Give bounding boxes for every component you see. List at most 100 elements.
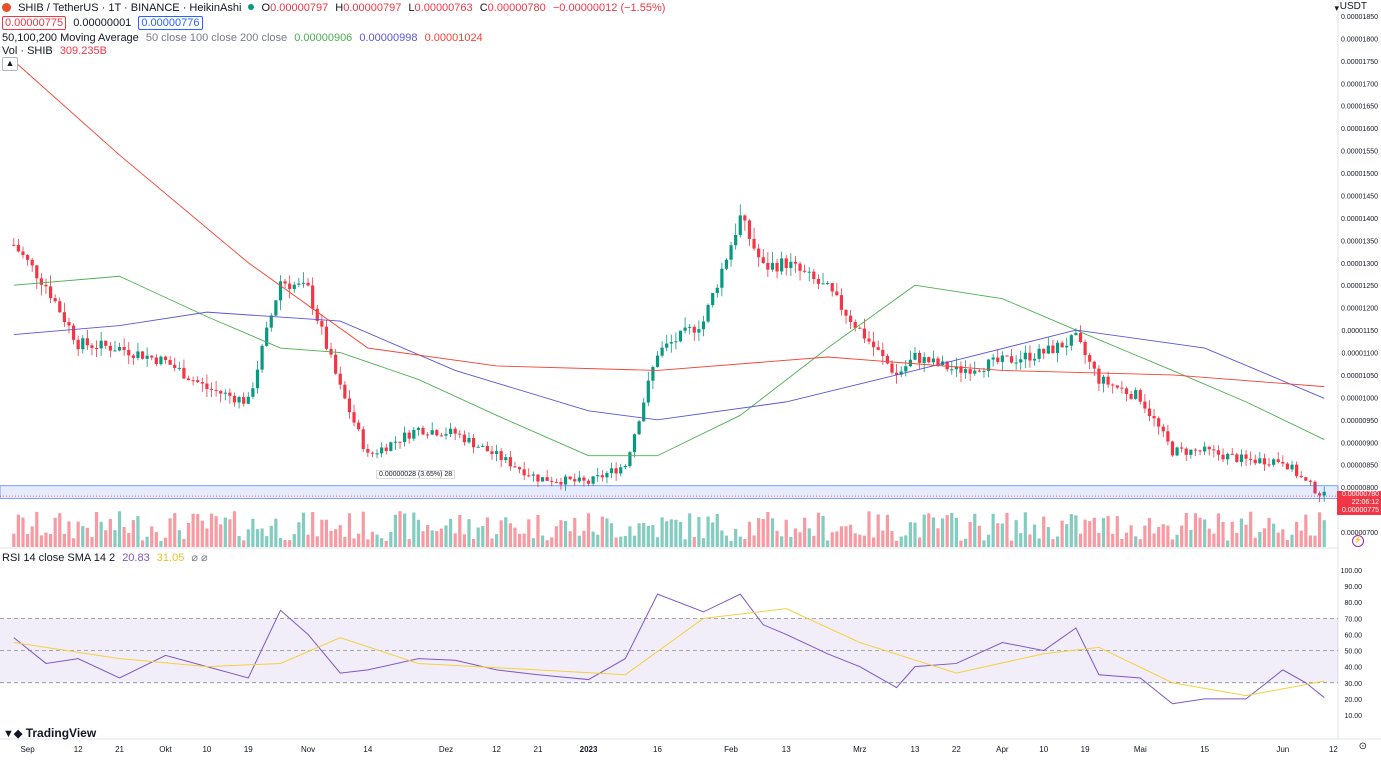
volume-bar [550,537,554,547]
candle-body [1042,348,1046,354]
time-tick-label: Mai [1134,745,1147,754]
candle-body [439,435,444,437]
time-tick-label: Dez [439,745,453,754]
volume-bar [297,522,301,547]
volume-bar [315,536,319,547]
ma200-value: 0.00001024 [424,32,483,44]
volume-bar [927,513,931,547]
candle-body [90,345,94,348]
currency-label[interactable]: USDT [1339,1,1367,12]
volume-legend[interactable]: Vol · SHIB 309.235B [2,44,111,58]
volume-bar [301,512,306,547]
bid-price-button[interactable]: 0.00000775 [2,16,67,30]
candle-body [1028,352,1032,361]
candle-body [628,452,632,467]
ask-price-button[interactable]: 0.00000776 [138,16,203,30]
candle-body [1299,476,1303,478]
volume-bar [357,533,361,547]
rsi-legend[interactable]: RSI 14 close SMA 14 2 20.83 31.05 ⌀ ⌀ [2,551,212,565]
volume-bar [945,515,949,547]
price-tick-label: 0.00001650 [1341,104,1378,111]
lightning-icon[interactable]: ⚡ [1352,535,1364,547]
tradingview-logo[interactable]: ▼◆ TradingView [3,726,96,740]
volume-bar [1189,529,1193,547]
volume-bar [1055,536,1060,547]
time-tick-label: 22 [952,745,961,754]
price-tick-label: 0.00001750 [1341,59,1378,66]
ohlc-change: −0.00000012 (−1.55%) [552,2,666,14]
volume-bar [674,519,678,547]
volume-bar [163,537,168,547]
volume-bar [311,512,315,547]
volume-bar [499,520,503,547]
volume-bar [1198,517,1202,547]
volume-bar [39,535,43,547]
candle-body [1060,342,1064,348]
volume-bar [632,535,637,547]
rsi-tick-label: 80.00 [1344,600,1362,607]
volume-bar [1249,511,1253,547]
candle-body [315,308,319,321]
candle-body [416,427,421,430]
volume-bar [1083,519,1087,547]
candle-body [614,468,618,474]
candle-body [517,467,522,470]
volume-bar [186,522,191,547]
candle-body [559,482,563,485]
candle-body [1193,449,1198,451]
volume-bar [1216,513,1221,547]
candle-body [205,383,209,389]
candle-body [1157,418,1161,427]
volume-bar [35,511,39,547]
volume-bar [973,513,977,547]
candle-body [467,437,471,443]
candle-body [600,475,604,478]
candle-body [269,315,273,328]
candle-body [780,258,784,272]
volume-bar [117,511,122,547]
candle-body [242,397,246,404]
rsi-value: 20.83 [122,552,150,564]
candle-body [25,255,30,260]
volume-bar [237,535,241,547]
volume-bar [531,538,535,547]
volume-bar [623,536,627,547]
volume-bar [940,518,945,547]
ma-label: 50,100,200 Moving Average [2,32,139,44]
price-tick-label: 0.00001500 [1341,171,1378,178]
volume-bar [306,534,310,547]
volume-bar [950,512,954,547]
volume-bar [637,523,641,547]
volume-bar [278,537,283,547]
volume-bar [766,511,770,547]
ma-legend[interactable]: 50,100,200 Moving Average 50 close 100 c… [2,31,487,45]
time-tick-label: Jun [1276,745,1289,754]
settings-icon[interactable]: ⊙ [1358,741,1367,752]
candle-body [531,474,535,476]
volume-bar [1019,533,1023,547]
rsi-tick-label: 30.00 [1344,681,1362,688]
volume-bar [25,533,30,547]
price-tick-label: 0.00001800 [1341,36,1378,43]
candle-body [435,430,439,436]
candle-body [637,421,641,435]
volume-bar [1295,521,1299,547]
volume-bar [1267,517,1271,547]
candle-body [683,327,687,331]
candle-body [1253,459,1257,464]
candle-body [214,389,218,391]
volume-bar [600,516,604,547]
price-tick-label: 0.00001000 [1341,395,1378,402]
volume-bar [1134,536,1138,547]
volume-bar [1060,520,1064,547]
candle-body [1184,448,1188,455]
volume-bar [430,530,434,547]
candle-body [545,477,549,481]
chevron-down-icon[interactable]: ▾ [1334,3,1339,13]
volume-bar [1166,525,1170,547]
symbol-title[interactable]: SHIB / TetherUS · 1T · BINANCE · HeikinA… [18,2,242,14]
candle-body [1304,477,1308,481]
collapse-legend-button[interactable]: ▲ [2,57,18,71]
volume-bar [104,530,108,547]
